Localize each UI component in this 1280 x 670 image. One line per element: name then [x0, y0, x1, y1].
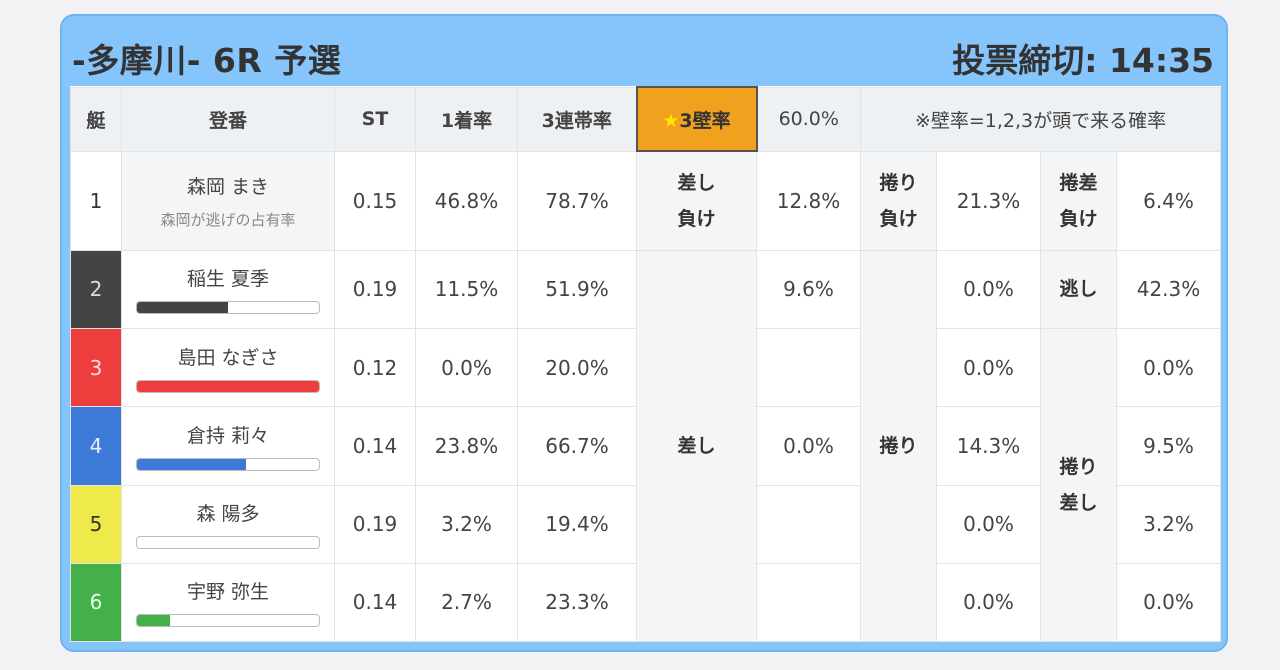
- label-makuri-make: 捲り 負け: [860, 150, 937, 251]
- race-card: -多摩川- 6R 予選 投票締切: 14:35 艇 登番 ST 1着率 3連帯率…: [60, 14, 1228, 652]
- wall-rate-value: 60.0%: [756, 86, 861, 152]
- rate-value: 0.0%: [1116, 328, 1221, 408]
- rate-value: 0.0%: [1116, 562, 1221, 643]
- top3-rate-value: 66.7%: [517, 406, 637, 486]
- racer-cell[interactable]: 稲生 夏季: [121, 249, 335, 330]
- rate-value: 3.2%: [1116, 484, 1221, 564]
- rate-value: 9.6%: [756, 249, 861, 330]
- label-makurisashi-make: 捲差 負け: [1040, 150, 1117, 251]
- racer-cell[interactable]: 森岡 まき 森岡が逃げの占有率: [121, 150, 335, 251]
- table-row: 1 森岡 まき 森岡が逃げの占有率 0.15 46.8% 78.7% 差し 負け…: [70, 150, 1221, 251]
- rate-value: 12.8%: [756, 150, 861, 251]
- table-header-row: 艇 登番 ST 1着率 3連帯率 ★3壁率 60.0% ※壁率=1,2,3が頭で…: [70, 86, 1221, 152]
- rate-bar-fill: [137, 302, 228, 314]
- top3-rate-value: 78.7%: [517, 150, 637, 251]
- st-value: 0.15: [334, 150, 416, 251]
- win-rate-value: 23.8%: [415, 406, 518, 486]
- rate-value: 0.0%: [936, 328, 1041, 408]
- rate-value: 0.0%: [936, 249, 1041, 330]
- racer-cell[interactable]: 島田 なぎさ: [121, 328, 335, 408]
- label-nige: 逃し: [1040, 249, 1117, 330]
- boat-number-3: 3: [70, 328, 122, 408]
- boat-number-5: 5: [70, 484, 122, 564]
- table-row: 5 森 陽多 0.19 3.2% 19.4% 0.0% 3.2%: [70, 484, 1221, 564]
- top3-rate-value: 19.4%: [517, 484, 637, 564]
- racer-name: 稲生 夏季: [186, 268, 270, 291]
- boat-number-4: 4: [70, 406, 122, 486]
- rate-value: 6.4%: [1116, 150, 1221, 251]
- st-value: 0.19: [334, 484, 416, 564]
- prediction-table: 艇 登番 ST 1着率 3連帯率 ★3壁率 60.0% ※壁率=1,2,3が頭で…: [70, 86, 1221, 643]
- boat-number-2: 2: [70, 249, 122, 330]
- st-value: 0.12: [334, 328, 416, 408]
- rate-value: [756, 328, 861, 408]
- col-boat: 艇: [70, 86, 122, 152]
- rate-value: 14.3%: [936, 406, 1041, 486]
- rate-value: [756, 484, 861, 564]
- racer-name: 宇野 弥生: [186, 581, 270, 604]
- label-sashi: 差し: [636, 249, 757, 643]
- rate-bar: [136, 536, 320, 550]
- racer-name: 森 陽多: [196, 503, 260, 526]
- label-makurisashi: 捲り 差し: [1040, 328, 1117, 642]
- label-sashi-make: 差し 負け: [636, 150, 757, 251]
- win-rate-value: 0.0%: [415, 328, 518, 408]
- racer-cell[interactable]: 森 陽多: [121, 484, 335, 564]
- escape-share-note: 森岡が逃げの占有率: [160, 210, 296, 229]
- rate-bar: [136, 614, 320, 628]
- win-rate-value: 46.8%: [415, 150, 518, 251]
- col-racer: 登番: [121, 86, 335, 152]
- rate-value: 0.0%: [756, 406, 861, 486]
- top3-rate-value: 51.9%: [517, 249, 637, 330]
- col-st: ST: [334, 86, 416, 152]
- rate-value: [756, 562, 861, 643]
- rate-value: 42.3%: [1116, 249, 1221, 330]
- rate-value: 21.3%: [936, 150, 1041, 251]
- win-rate-value: 3.2%: [415, 484, 518, 564]
- label-makuri: 捲り: [860, 249, 937, 643]
- table-row: 3 島田 なぎさ 0.12 0.0% 20.0% 0.0% 捲り 差し 0.0%: [70, 328, 1221, 642]
- rate-bar: [136, 379, 320, 393]
- star-icon: ★: [662, 109, 680, 132]
- st-value: 0.14: [334, 406, 416, 486]
- racer-cell[interactable]: 宇野 弥生: [121, 562, 335, 643]
- rate-bar-fill: [137, 615, 170, 627]
- top3-rate-value: 20.0%: [517, 328, 637, 408]
- rate-bar-fill: [137, 380, 319, 392]
- table-row: 4 倉持 莉々 0.14 23.8% 66.7% 0.0% 14.3% 9.5%: [70, 406, 1221, 486]
- win-rate-value: 11.5%: [415, 249, 518, 330]
- rate-value: 0.0%: [936, 484, 1041, 564]
- racer-cell[interactable]: 倉持 莉々: [121, 406, 335, 486]
- wall-rate-label: 3壁率: [679, 109, 731, 132]
- st-value: 0.19: [334, 249, 416, 330]
- win-rate-value: 2.7%: [415, 562, 518, 643]
- boat-number-1: 1: [70, 150, 122, 251]
- wall-rate-note: ※壁率=1,2,3が頭で来る確率: [860, 86, 1221, 152]
- rate-value: 0.0%: [936, 562, 1041, 643]
- rate-bar: [136, 301, 320, 315]
- racer-name: 倉持 莉々: [186, 424, 270, 447]
- top3-rate-value: 23.3%: [517, 562, 637, 643]
- wall-rate-badge[interactable]: ★3壁率: [635, 86, 758, 152]
- col-top3-rate: 3連帯率: [517, 86, 637, 152]
- rate-bar-fill: [137, 458, 247, 470]
- rate-value: 9.5%: [1116, 406, 1221, 486]
- rate-bar: [136, 457, 320, 471]
- vote-deadline: 投票締切: 14:35: [952, 41, 1214, 80]
- racer-name: 島田 なぎさ: [177, 346, 279, 369]
- col-win-rate: 1着率: [415, 86, 518, 152]
- racer-name: 森岡 まき: [186, 175, 270, 198]
- table-row: 6 宇野 弥生 0.14 2.7% 23.3% 0.0% 0.0%: [70, 562, 1221, 643]
- st-value: 0.14: [334, 562, 416, 643]
- race-title: -多摩川- 6R 予選: [72, 41, 342, 80]
- table-row: 2 稲生 夏季 0.19 11.5% 51.9% 差し 9.6% 捲り 0.0%…: [70, 249, 1221, 643]
- boat-number-6: 6: [70, 562, 122, 643]
